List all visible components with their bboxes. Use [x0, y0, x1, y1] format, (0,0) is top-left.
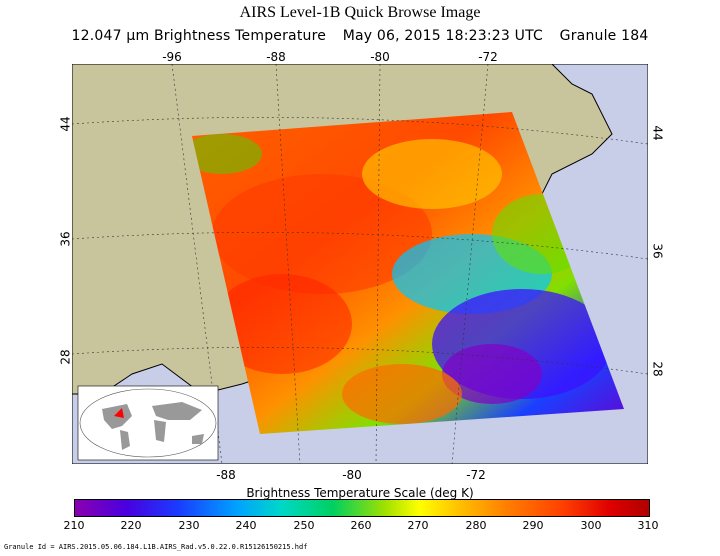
scale-tick-290: 290	[522, 519, 544, 532]
lon-tick-top-80: -80	[370, 50, 390, 64]
lat-tick-left-36: 36	[58, 231, 73, 247]
scale-tick-210: 210	[63, 519, 85, 532]
lon-tick-top-88: -88	[266, 50, 286, 64]
scale-tick-310: 310	[637, 519, 659, 532]
map-panel	[71, 63, 649, 465]
lon-tick-bottom-88: -88	[216, 468, 236, 482]
lat-tick-right-44: 44	[650, 125, 665, 141]
lon-tick-top-96: -96	[162, 50, 182, 64]
image-subtitle: 12.047 μm Brightness Temperature May 06,…	[0, 28, 720, 44]
scale-tick-300: 300	[580, 519, 602, 532]
date-label: May 06, 2015 18:23:23 UTC	[342, 28, 543, 44]
lat-tick-left-28: 28	[58, 349, 73, 365]
image-title: AIRS Level-1B Quick Browse Image	[239, 4, 481, 21]
inset-world-map	[77, 385, 219, 461]
lon-tick-bottom-72: -72	[466, 468, 486, 482]
granule-label: Granule 184	[559, 28, 649, 44]
channel-label: 12.047 μm Brightness Temperature	[71, 28, 327, 44]
lat-tick-right-28: 28	[650, 361, 665, 377]
lat-tick-left-44: 44	[58, 116, 73, 132]
scale-tick-220: 220	[120, 519, 142, 532]
scale-label: Brightness Temperature Scale (deg K)	[246, 486, 474, 500]
lat-tick-right-36: 36	[650, 243, 665, 259]
colorbar	[74, 499, 650, 517]
granule-id: Granule Id = AIRS.2015.05.06.184.L1B.AIR…	[4, 543, 308, 551]
map-svg	[71, 63, 649, 465]
lon-tick-top-72: -72	[478, 50, 498, 64]
graticule	[71, 63, 649, 465]
scale-tick-280: 280	[465, 519, 487, 532]
lon-tick-bottom-80: -80	[342, 468, 362, 482]
scale-tick-240: 240	[235, 519, 257, 532]
scale-tick-230: 230	[178, 519, 200, 532]
scale-tick-260: 260	[350, 519, 372, 532]
scale-tick-270: 270	[407, 519, 429, 532]
swath-features	[192, 134, 612, 424]
scale-tick-250: 250	[293, 519, 315, 532]
